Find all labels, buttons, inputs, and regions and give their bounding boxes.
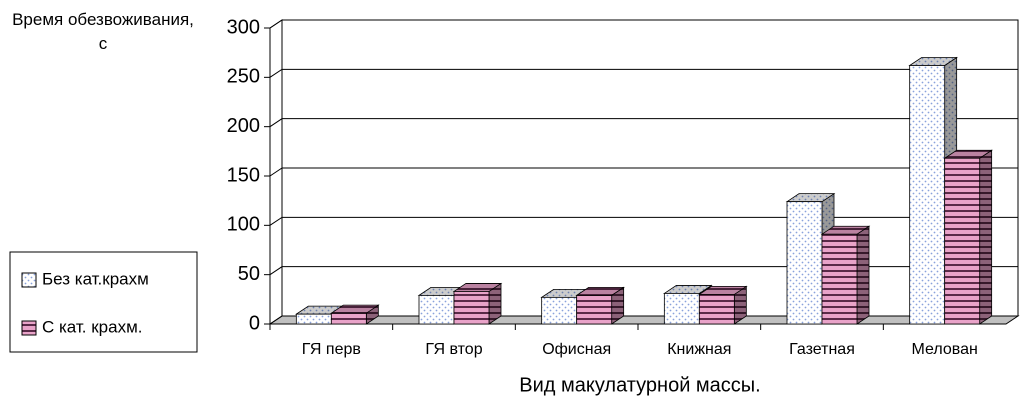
bar-front: [453, 291, 490, 325]
bar-front: [786, 201, 823, 325]
bar-front: [663, 293, 700, 325]
bar-side: [856, 225, 870, 325]
y-tick-label: 300: [227, 16, 260, 38]
bar: [452, 282, 503, 325]
x-tick-label: Газетная: [789, 341, 855, 358]
bar-front: [698, 293, 735, 325]
y-tick-label: 100: [227, 214, 260, 236]
legend-swatch: [21, 320, 37, 336]
x-tick-label: Офисная: [542, 341, 611, 358]
grid-line: [269, 118, 1018, 128]
y-tick-label: 50: [238, 263, 260, 285]
bar-front: [330, 312, 367, 325]
bar: [820, 225, 871, 325]
legend-label: С кат. крахм.: [42, 317, 143, 336]
bar-front: [418, 294, 455, 325]
legend-label: Без кат.крахм: [42, 269, 149, 288]
bar-side: [979, 149, 993, 325]
bar-front: [541, 296, 578, 325]
x-tick-label: Мелован: [911, 341, 977, 358]
grid-line: [269, 167, 1018, 177]
grid-line: [269, 19, 1018, 29]
bar: [698, 285, 748, 325]
bar: [575, 286, 625, 325]
x-axis-title: Вид макулатурной массы.: [519, 374, 760, 396]
legend-box: [9, 251, 198, 353]
y-tick-label: 150: [227, 164, 260, 186]
x-tick-label: ГЯ втор: [425, 341, 482, 358]
bar-front: [909, 65, 946, 325]
legend-swatch: [21, 272, 37, 288]
y-axis-title: Время обезвоживания, с: [12, 10, 194, 53]
grid-line: [269, 68, 1018, 78]
y-tick-label: 0: [249, 312, 260, 334]
grid-line: [269, 216, 1018, 226]
grid-line: [269, 266, 1018, 276]
bar-front: [576, 294, 613, 325]
floor: [268, 315, 1020, 325]
y-tick-label: 200: [227, 115, 260, 137]
bar: [943, 149, 993, 325]
bar: [330, 304, 380, 325]
bar-front: [944, 157, 981, 325]
bar: [663, 284, 713, 325]
grid-line: [269, 315, 1018, 325]
bar-front: [295, 313, 332, 325]
bar-front: [821, 233, 858, 325]
y-tick-label: 250: [227, 66, 260, 88]
x-tick-label: ГЯ перв: [302, 341, 361, 358]
x-tick-label: Книжная: [667, 341, 731, 358]
